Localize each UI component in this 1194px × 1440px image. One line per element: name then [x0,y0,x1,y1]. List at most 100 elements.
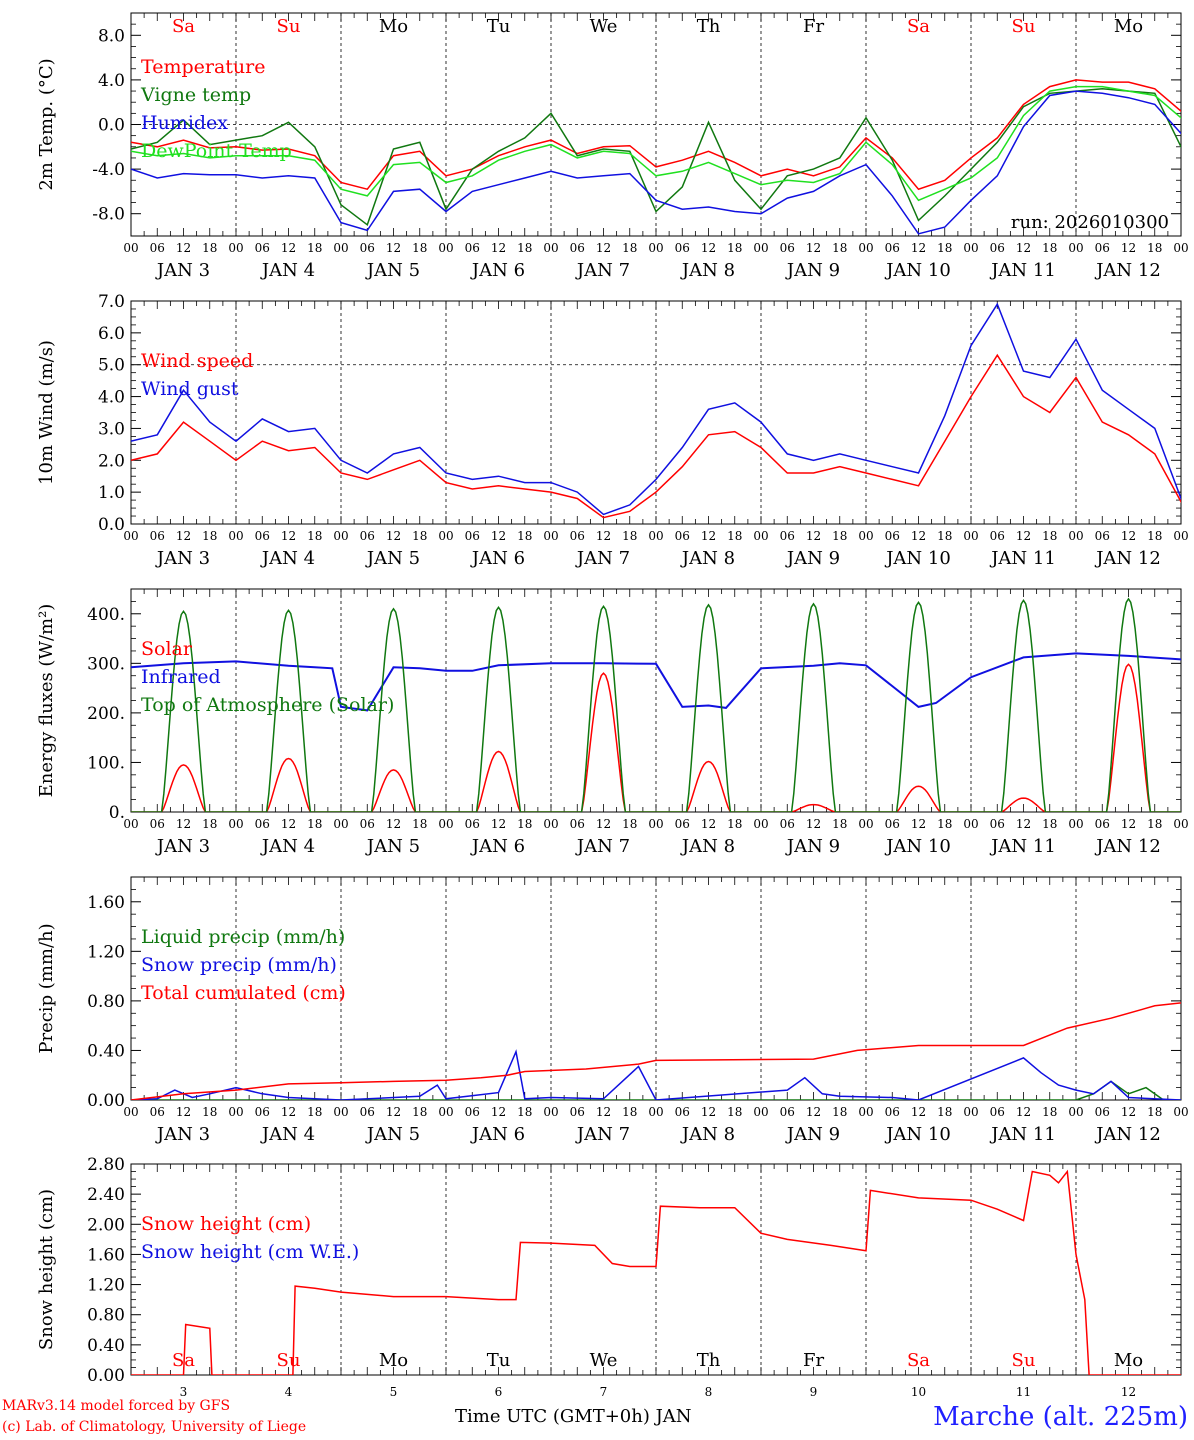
day-label: JAN 5 [365,260,420,281]
hour-tick-label: 00 [858,241,873,255]
y-tick-label: 0.0 [98,116,125,136]
hour-tick-label: 00 [858,1105,873,1119]
day-label: JAN 7 [575,836,630,857]
hour-tick-label: 00 [963,241,978,255]
hour-tick-label: 06 [360,529,375,543]
legend-entry: Snow height (cm) [141,1213,311,1235]
day-label: JAN 4 [260,1124,315,1145]
day-label: JAN 12 [1094,548,1161,569]
hour-tick-label: 12 [596,1105,611,1119]
hour-tick-label: 06 [360,1105,375,1119]
series-line-red [131,663,1181,812]
hour-tick-label: 18 [517,1105,532,1119]
hour-tick-label: 18 [307,241,322,255]
series-line-red [131,79,1181,191]
day-label: JAN 6 [470,548,525,569]
y-tick-label: 400. [87,605,125,625]
y-tick-label: 2.40 [87,1185,125,1205]
hour-tick-label: 18 [832,529,847,543]
hour-tick-label: 06 [780,1105,795,1119]
day-label: JAN 7 [575,548,630,569]
y-axis-label: 2m Temp. (°C) [36,58,57,190]
hour-tick-label: 00 [543,817,558,831]
day-of-week: Tu [487,16,511,37]
y-tick-label: 2.0 [98,451,125,471]
hour-tick-label: 12 [386,241,401,255]
hour-tick-label: 06 [150,817,165,831]
series-line-green [131,1080,1181,1100]
panel-wind [130,300,1182,525]
hour-tick-label: 06 [255,817,270,831]
day-of-week: Su [277,1350,301,1371]
hour-tick-label: 00 [1173,241,1188,255]
hour-tick-label: 18 [1042,817,1057,831]
hour-tick-label: 12 [911,241,926,255]
hour-tick-label: 18 [307,1105,322,1119]
hour-tick-label: 18 [412,1105,427,1119]
day-of-week: Su [1012,1350,1036,1371]
hour-tick-label: 12 [1121,817,1136,831]
plot-frame [130,300,1182,525]
hour-tick-label: 00 [1173,529,1188,543]
hour-tick-label: 18 [832,817,847,831]
hour-tick-label: 12 [806,241,821,255]
hour-tick-label: 06 [1095,529,1110,543]
hour-tick-label: 00 [333,241,348,255]
hour-tick-label: 12 [1016,529,1031,543]
day-label: JAN 11 [989,260,1056,281]
hour-tick-label: 00 [1068,817,1083,831]
legend-entry: Humidex [141,112,228,134]
day-of-week: Th [697,1350,721,1371]
legend-entry: Snow height (cm W.E.) [141,1241,359,1263]
hour-tick-label: 12 [1016,241,1031,255]
y-tick-label: 200. [87,704,125,724]
day-number: 12 [1121,1385,1136,1399]
hour-tick-label: 12 [386,1105,401,1119]
hour-tick-label: 06 [465,817,480,831]
day-of-week: Su [277,16,301,37]
legend-entry: Wind gust [141,378,239,400]
hour-tick-label: 00 [333,1105,348,1119]
day-label: JAN 3 [155,260,210,281]
series-line-lightgreen [131,85,1181,202]
hour-tick-label: 06 [465,241,480,255]
day-label: JAN 4 [260,260,315,281]
day-of-week: Su [1012,16,1036,37]
day-number: 4 [285,1385,293,1399]
day-of-week: Tu [487,1350,511,1371]
hour-tick-label: 06 [150,1105,165,1119]
series-line-green [131,597,1181,812]
hour-tick-label: 00 [123,1105,138,1119]
day-of-week: Fr [803,1350,824,1371]
day-of-week: Mo [379,16,408,37]
hour-tick-label: 18 [412,817,427,831]
y-axis-label: Snow height (cm) [36,1189,57,1350]
hour-tick-label: 06 [255,1105,270,1119]
hour-tick-label: 18 [202,1105,217,1119]
panel-precip [130,876,1182,1101]
run-annotation: run: 2026010300 [1011,212,1169,233]
series-line-blue [131,652,1181,712]
hour-tick-label: 18 [1147,817,1162,831]
hour-tick-label: 18 [622,1105,637,1119]
hour-tick-label: 12 [596,529,611,543]
hour-tick-label: 12 [596,817,611,831]
day-of-week: Sa [172,16,195,37]
hour-tick-label: 00 [753,817,768,831]
y-tick-label: 5.0 [98,356,125,376]
day-of-week: We [590,16,618,37]
panel-energy [130,588,1182,813]
hour-tick-label: 12 [386,529,401,543]
hour-tick-label: 12 [176,1105,191,1119]
legend-entry: Infrared [141,666,221,688]
day-label: JAN 3 [155,548,210,569]
hour-tick-label: 00 [333,817,348,831]
hour-tick-label: 06 [465,529,480,543]
hour-tick-label: 00 [648,241,663,255]
hour-tick-label: 06 [360,817,375,831]
legend-entry: Liquid precip (mm/h) [141,926,345,948]
hour-tick-label: 12 [1121,529,1136,543]
hour-tick-label: 06 [150,241,165,255]
hour-tick-label: 06 [360,241,375,255]
day-label: JAN 3 [155,1124,210,1145]
